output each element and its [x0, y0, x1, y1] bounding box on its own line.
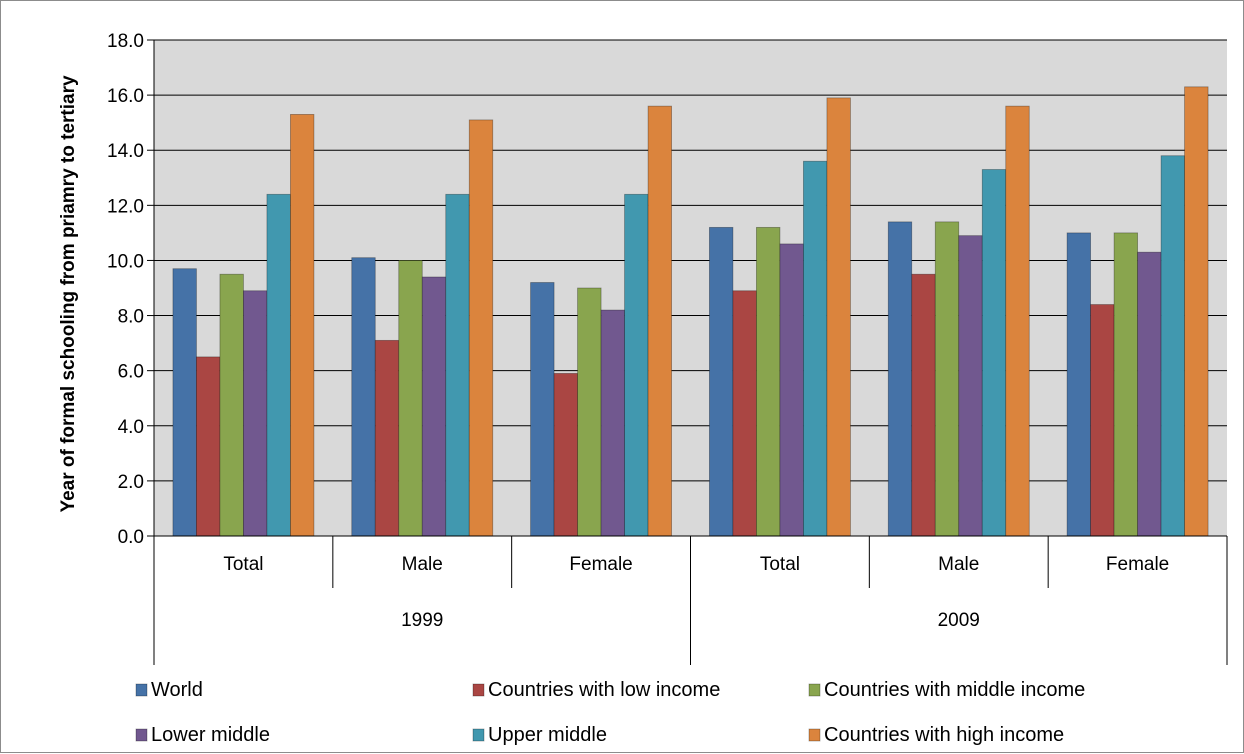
bar	[1005, 105, 1030, 537]
y-tick-label: 2.0	[118, 472, 144, 493]
y-tick-label: 0.0	[118, 527, 144, 548]
bar	[577, 287, 602, 537]
bar	[219, 273, 244, 537]
x-category-label: Male	[402, 554, 443, 575]
bar	[374, 339, 400, 537]
axes: 0.0 2.0 4.0 6.0 8.0 10.0 12.0 14.0 16.0 18.0 Total…	[107, 31, 1228, 665]
y-tick-label: 12.0	[107, 196, 144, 217]
bar	[1184, 86, 1209, 537]
y-tick-label: 8.0	[118, 307, 144, 328]
legend-item: Upper middle	[472, 724, 607, 746]
legend-item: Lower middle	[135, 724, 270, 746]
legend-swatch	[135, 683, 148, 697]
bar	[732, 290, 757, 537]
y-tick-label: 18.0	[107, 31, 144, 52]
bar	[351, 257, 376, 537]
bar	[647, 105, 672, 537]
legend: World Countries with low income Countries …	[135, 679, 1085, 746]
bar	[196, 356, 221, 537]
bar	[911, 273, 936, 537]
legend-swatch	[808, 728, 821, 742]
bar	[779, 243, 804, 537]
y-tick-label: 14.0	[107, 141, 144, 162]
legend-label: World	[151, 679, 203, 701]
plot-background	[154, 40, 1227, 536]
x-category-label: Male	[938, 554, 979, 575]
legend-swatch	[135, 728, 148, 742]
bars	[172, 86, 1209, 537]
legend-label: Countries with high income	[824, 724, 1064, 746]
x-category-label: Total	[760, 554, 800, 575]
bar	[266, 193, 291, 537]
bar	[468, 119, 494, 537]
bar	[398, 260, 423, 537]
bar	[1113, 232, 1138, 537]
bar	[243, 290, 268, 537]
x-group-label: 1999	[401, 610, 443, 631]
y-tick-label: 6.0	[118, 362, 144, 383]
bar	[290, 114, 315, 537]
x-category-label: Female	[569, 554, 632, 575]
bar	[887, 221, 913, 537]
bar	[1137, 251, 1162, 537]
legend-label: Lower middle	[151, 724, 270, 746]
legend-item: World	[135, 679, 203, 701]
bar	[530, 282, 555, 537]
bar	[709, 226, 734, 537]
bar	[421, 276, 447, 537]
y-axis-title: Year of formal schooling from priamry to…	[58, 75, 79, 513]
plot-area	[154, 40, 1227, 536]
legend-swatch	[472, 683, 485, 697]
bar	[445, 193, 470, 537]
legend-swatch	[808, 683, 821, 697]
bar	[600, 309, 625, 537]
legend-item: Countries with low income	[472, 679, 720, 701]
bar	[934, 221, 960, 537]
y-tick-label: 16.0	[107, 86, 144, 107]
x-category-label: Total	[223, 554, 263, 575]
bar	[172, 268, 197, 537]
legend-item: Countries with high income	[808, 724, 1064, 746]
legend-item: Countries with middle income	[808, 679, 1085, 701]
legend-swatch	[472, 728, 485, 742]
x-group-label: 2009	[938, 610, 980, 631]
y-tick-label: 10.0	[107, 251, 144, 272]
y-tick-label: 4.0	[118, 417, 144, 438]
bar	[1090, 304, 1115, 537]
bar	[958, 235, 983, 537]
legend-label: Upper middle	[488, 724, 607, 746]
bar	[1160, 155, 1185, 537]
bar	[826, 97, 851, 537]
bar	[803, 160, 828, 537]
bar	[1066, 232, 1091, 537]
x-category-label: Female	[1106, 554, 1169, 575]
legend-label: Countries with middle income	[824, 679, 1085, 701]
bar	[981, 169, 1007, 537]
bar	[624, 193, 649, 537]
legend-label: Countries with low income	[488, 679, 720, 701]
bar	[756, 226, 781, 537]
gridlines	[154, 39, 1227, 482]
bar	[553, 373, 578, 537]
